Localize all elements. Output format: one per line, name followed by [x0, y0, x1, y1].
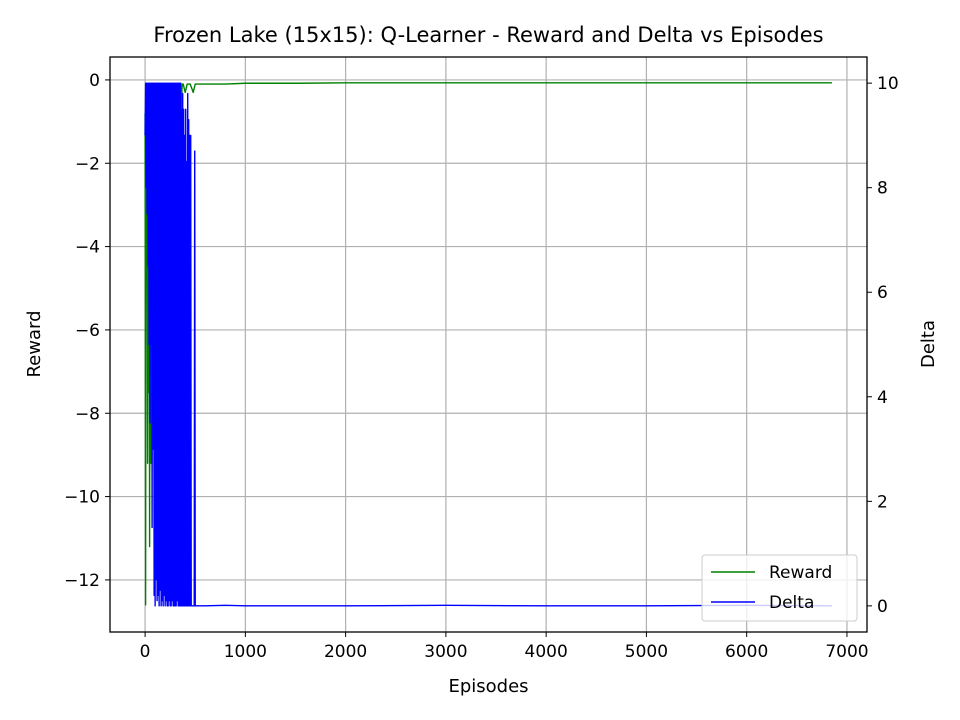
chart-title: Frozen Lake (15x15): Q-Learner - Reward … [153, 23, 823, 47]
y2-tick-label: 0 [877, 597, 888, 617]
y-tick-label: −8 [75, 404, 100, 424]
y2-tick-label: 8 [877, 179, 888, 199]
y-tick-label: −4 [75, 238, 100, 258]
plot-frame [109, 56, 868, 633]
legend: Reward Delta [701, 554, 858, 622]
series-line-delta [144, 82, 832, 607]
y2-tick-label: 4 [877, 388, 888, 408]
x-tick-label: 5000 [625, 642, 668, 662]
x-tick-label: 7000 [825, 642, 868, 662]
y-tick-label: −6 [75, 321, 100, 341]
x-tick-label: 2000 [324, 642, 367, 662]
y2-axis-ticks: 0 2 4 6 8 10 [867, 74, 899, 617]
y2-tick-label: 10 [877, 74, 899, 94]
plot-lines [144, 82, 832, 607]
y-tick-label: 0 [89, 71, 100, 91]
x-axis-ticks: 0 1000 2000 3000 4000 5000 6000 7000 [140, 632, 869, 662]
y2-tick-label: 6 [877, 283, 888, 303]
grid [110, 57, 867, 632]
x-tick-label: 4000 [525, 642, 568, 662]
y-axis-label: Reward [24, 310, 45, 377]
x-axis-label: Episodes [448, 676, 528, 697]
y2-tick-label: 2 [877, 492, 888, 512]
x-tick-label: 3000 [424, 642, 467, 662]
x-tick-label: 6000 [725, 642, 768, 662]
y-axis-ticks: 0 −2 −4 −6 −8 −10 −12 [64, 71, 110, 591]
y-tick-label: −10 [64, 488, 100, 508]
y-tick-label: −12 [64, 571, 100, 591]
y2-axis-label: Delta [918, 320, 939, 368]
x-tick-label: 1000 [224, 642, 267, 662]
legend-delta-label: Delta [769, 593, 814, 613]
x-tick-label: 0 [140, 642, 151, 662]
legend-reward-label: Reward [769, 563, 832, 583]
y-tick-label: −2 [75, 154, 100, 174]
